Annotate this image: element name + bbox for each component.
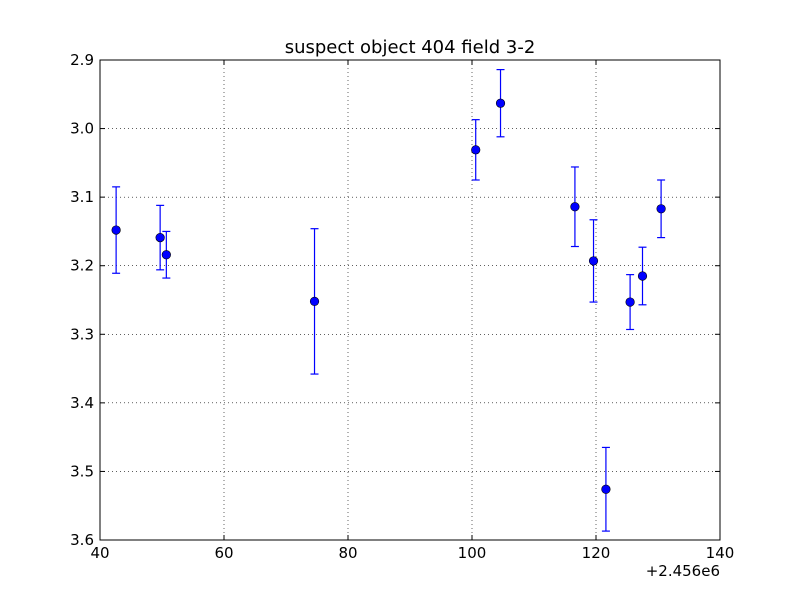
data-point [601,484,611,494]
data-point-group [309,228,320,375]
chart-title: suspect object 404 field 3-2 [285,37,536,58]
data-point-group [161,230,171,279]
data-point-group [625,274,635,331]
grid [100,60,720,540]
data-series [111,68,666,532]
data-point [471,145,481,155]
y-tick-label: 3.4 [70,394,94,412]
data-point-group [111,186,121,274]
y-tick-label: 3.1 [70,188,94,206]
y-tick-label: 2.9 [70,51,94,69]
axis-ticks: 40 60 80 100 120 140 2.9 3.0 3.1 3.2 3.3 3.4 3.5 3.6 [70,51,734,562]
data-point-group [471,119,481,181]
x-axis-offset-label: +2.456e6 [646,562,720,580]
data-point [656,204,666,214]
data-point [637,271,648,281]
data-point [588,256,599,266]
y-tick-label: 3.5 [70,462,94,480]
y-tick-label: 3.0 [70,120,94,138]
y-tick-label: 3.3 [70,325,94,343]
y-tick-label: 3.6 [70,531,94,549]
plot-area-frame [99,59,721,541]
x-tick-label: 120 [582,544,611,562]
x-tick-label: 100 [458,544,487,562]
data-point-group [495,68,506,138]
data-point-group [656,179,666,239]
x-tick-label: 140 [706,544,735,562]
data-point-group [588,219,599,303]
data-point [309,296,320,306]
data-point [570,202,580,212]
data-point [111,225,121,235]
x-tick-label: 80 [338,544,357,562]
data-point-group [570,166,580,248]
data-point-group [637,246,648,306]
x-tick-label: 40 [90,544,109,562]
data-point-group [155,204,165,271]
data-point-group [601,446,611,532]
data-point [625,297,635,307]
x-tick-label: 60 [214,544,233,562]
data-point [495,98,506,108]
data-point [161,250,171,260]
y-tick-label: 3.2 [70,257,94,275]
data-point [155,233,165,243]
